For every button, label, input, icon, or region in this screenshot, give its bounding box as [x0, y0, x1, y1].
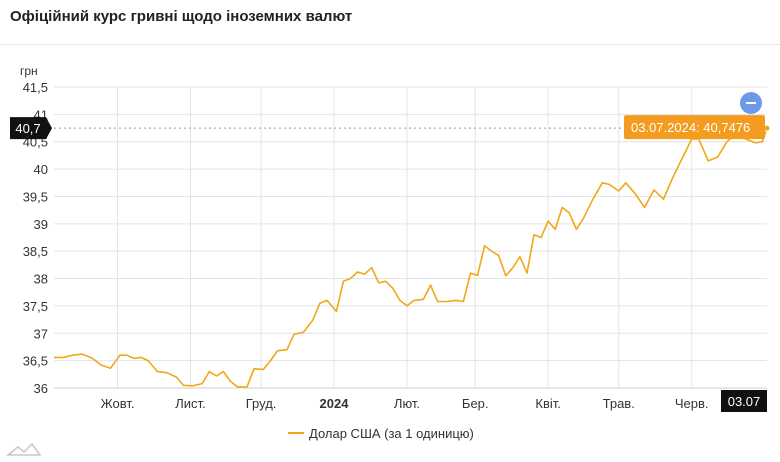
- y-tick-label: 40: [34, 162, 48, 177]
- crosshair-y-label: 40,7: [10, 117, 52, 140]
- y-tick-label: 36,5: [23, 354, 48, 369]
- y-tick-label: 38: [34, 272, 48, 287]
- y-tick-label: 37,5: [23, 299, 48, 314]
- series-layer: [54, 124, 771, 388]
- y-tick-label: 38,5: [23, 244, 48, 259]
- x-tick-label: Лист.: [175, 396, 205, 411]
- y-tick-label: 37: [34, 326, 48, 341]
- page-title: Офіційний курс гривні щодо іноземних вал…: [10, 8, 353, 25]
- y-tick-label: 39: [34, 217, 48, 232]
- crosshair-layer: 40,7 03.07 03.07.2024: 40,7476: [10, 115, 767, 412]
- tooltip: 03.07.2024: 40,7476: [624, 115, 765, 140]
- logo-icon: [5, 442, 42, 456]
- x-tick-label: Груд.: [246, 396, 277, 411]
- crosshair-y-label-bg: [10, 117, 52, 140]
- crosshair-y-value: 40,7: [15, 121, 40, 136]
- crosshair-x-label: 03.07: [721, 390, 767, 412]
- zoom-out-button[interactable]: [740, 92, 762, 114]
- x-tick-label: Квіт.: [535, 396, 561, 411]
- x-tick-label: Трав.: [603, 396, 635, 411]
- tooltip-bg: [624, 115, 765, 140]
- x-tick-label: 2024: [320, 396, 350, 411]
- y-axis-unit-label: грн: [20, 64, 38, 78]
- grid-layer: [54, 86, 767, 389]
- minus-glyph: [746, 102, 756, 104]
- y-tick-label: 39,5: [23, 189, 48, 204]
- legend[interactable]: Долар США (за 1 одиницю): [288, 426, 474, 441]
- x-axis-ticks: Жовт. Лист. Груд. 2024 Лют. Бер. Квіт. Трав. Чер…: [101, 396, 709, 411]
- x-tick-label: Черв.: [675, 396, 709, 411]
- x-tick-label: Бер.: [462, 396, 489, 411]
- legend-label-usd[interactable]: Долар США (за 1 одиницю): [309, 426, 474, 441]
- y-tick-label: 36: [34, 381, 48, 396]
- y-tick-label: 41,5: [23, 80, 48, 95]
- crosshair-x-label-bg: [721, 390, 767, 412]
- title-divider: [0, 44, 780, 45]
- x-tick-label: Жовт.: [101, 396, 135, 411]
- tooltip-text: 03.07.2024: 40,7476: [631, 120, 750, 135]
- crosshair-x-value: 03.07: [728, 394, 761, 409]
- series-line-usd: [54, 127, 768, 388]
- x-tick-label: Лют.: [394, 396, 420, 411]
